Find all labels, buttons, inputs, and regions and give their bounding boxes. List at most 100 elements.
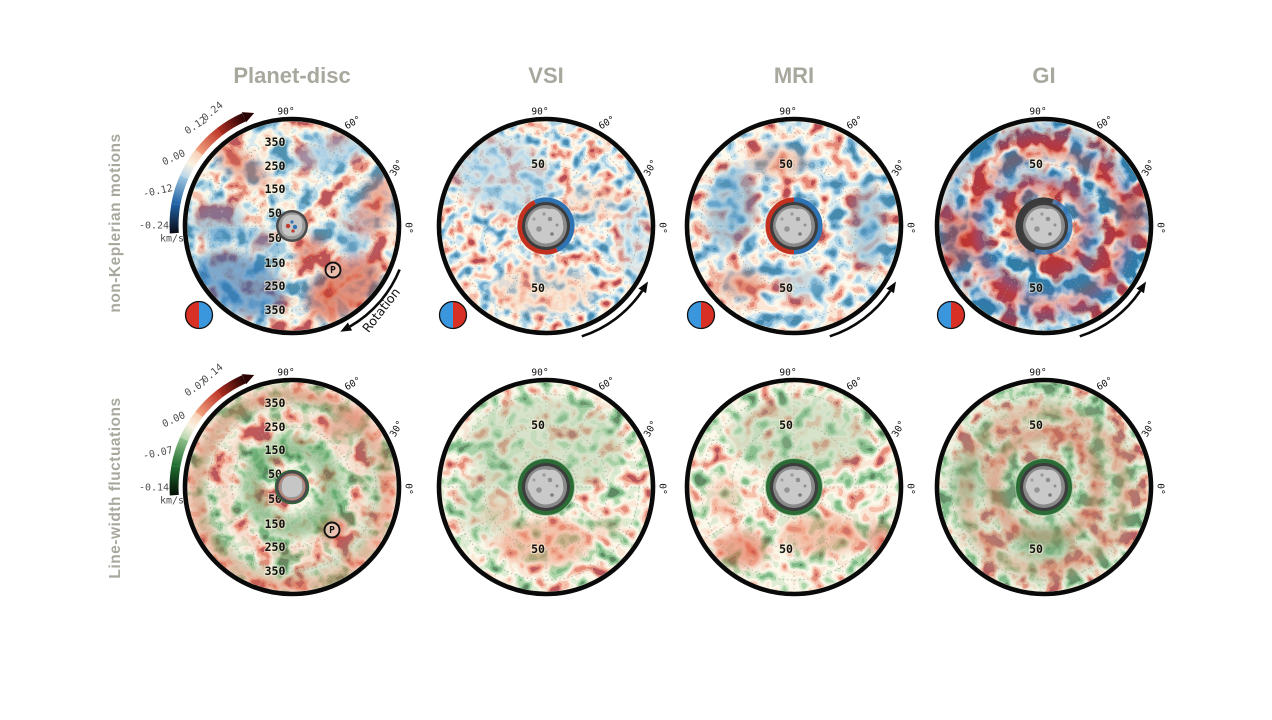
disc-border bbox=[436, 377, 656, 597]
radial-tick: 150 bbox=[265, 256, 286, 270]
large-scale-structure bbox=[456, 397, 624, 566]
angle-tick: 0° bbox=[905, 222, 916, 233]
angle-tick: 60° bbox=[343, 114, 363, 132]
column-title-gi: GI bbox=[1032, 63, 1055, 88]
radial-tick: 50 bbox=[1029, 542, 1043, 556]
angle-tick: 30° bbox=[642, 158, 660, 178]
colorbar-arrow-tip bbox=[241, 112, 255, 123]
radial-tick: 50 bbox=[1029, 157, 1043, 171]
colorbar-unit: km/s bbox=[160, 496, 184, 507]
angle-tick: 90° bbox=[277, 368, 294, 379]
disc-border bbox=[934, 116, 1154, 336]
angle-tick: 30° bbox=[388, 419, 406, 439]
angle-tick: 30° bbox=[1140, 419, 1158, 439]
radial-tick: 50 bbox=[779, 542, 793, 556]
angle-tick: 0° bbox=[905, 483, 916, 494]
colorbar-tick: 0.00 bbox=[161, 148, 187, 168]
panel-linewidth-gi: 50 50 90° 60° 30° 0° bbox=[934, 368, 1166, 597]
colorbar-tick: -0.24 bbox=[139, 221, 169, 232]
angle-tick: 90° bbox=[1029, 107, 1046, 118]
angle-tick: 0° bbox=[657, 483, 668, 494]
radial-tick: 150 bbox=[265, 517, 286, 531]
planet-marker-label: P bbox=[329, 525, 335, 536]
center-velocity-ring bbox=[1015, 197, 1073, 255]
center-mask bbox=[1015, 197, 1073, 255]
disc-border bbox=[436, 116, 656, 336]
radial-tick: 350 bbox=[265, 564, 286, 578]
colorbar-arrow-tip bbox=[241, 374, 255, 385]
angle-tick: 30° bbox=[642, 419, 660, 439]
column-title-planet-disc: Planet-disc bbox=[233, 63, 350, 88]
rotation-direction-icon bbox=[686, 300, 716, 330]
center-mask bbox=[517, 197, 575, 255]
colorbar-tick: 0.12 bbox=[183, 115, 209, 137]
panel-nonkep-gi: 50 50 90° 60° 30° 0° bbox=[934, 107, 1166, 338]
center-mask bbox=[1015, 458, 1073, 516]
column-titles: Planet-disc VSI MRI GI bbox=[233, 63, 1055, 88]
angle-tick: 90° bbox=[779, 107, 796, 118]
radial-tick: 50 bbox=[779, 418, 793, 432]
radial-tick: 350 bbox=[265, 135, 286, 149]
radial-tick: 50 bbox=[1029, 418, 1043, 432]
planet-marker: P bbox=[324, 261, 342, 279]
center-mask bbox=[765, 197, 823, 255]
colorbar-unit: km/s bbox=[160, 234, 184, 245]
angle-tick: 30° bbox=[1140, 158, 1158, 178]
radial-tick: 250 bbox=[265, 420, 286, 434]
angle-tick: 60° bbox=[343, 375, 363, 393]
center-velocity-ring bbox=[517, 197, 575, 255]
radial-tick: 350 bbox=[265, 303, 286, 317]
angle-tick: 0° bbox=[403, 483, 414, 494]
center-mask bbox=[517, 458, 575, 516]
angle-tick: 60° bbox=[597, 114, 617, 132]
row-label-nonkep: non-Keplerian motions bbox=[107, 133, 124, 312]
row-label-linewidth: Line-width fluctuations bbox=[107, 397, 124, 578]
planet-marker: P bbox=[323, 521, 341, 539]
angle-tick: 60° bbox=[845, 375, 865, 393]
angle-tick: 90° bbox=[1029, 368, 1046, 379]
panel-linewidth-vsi: 50 50 90° 60° 30° 0° bbox=[436, 368, 668, 597]
colorbar-tick: 0.07 bbox=[183, 377, 209, 399]
radial-tick: 250 bbox=[265, 540, 286, 554]
angle-tick: 30° bbox=[890, 419, 908, 439]
angle-tick: 90° bbox=[779, 368, 796, 379]
radial-tick: 50 bbox=[531, 542, 545, 556]
column-title-vsi: VSI bbox=[528, 63, 563, 88]
disc-border bbox=[684, 377, 904, 597]
large-scale-structure bbox=[941, 124, 1147, 324]
center-mask bbox=[276, 210, 308, 242]
large-scale-structure bbox=[447, 135, 649, 314]
angle-tick: 0° bbox=[657, 222, 668, 233]
angle-tick: 60° bbox=[845, 114, 865, 132]
radial-tick: 250 bbox=[265, 159, 286, 173]
panel-nonkep-planet-disc: 350 250 150 50 50 150 250 350 P Rotation… bbox=[182, 107, 414, 336]
angle-tick: 60° bbox=[597, 375, 617, 393]
panel-nonkep-mri: 50 50 90° 60° 30° 0° bbox=[684, 107, 916, 338]
rotation-arrow bbox=[340, 269, 401, 332]
angle-tick: 90° bbox=[531, 107, 548, 118]
disc-border bbox=[182, 377, 402, 597]
angle-tick: 0° bbox=[1155, 483, 1166, 494]
colorbar-tick: -0.12 bbox=[142, 183, 174, 200]
colorbar-linewidth: 0.14 0.07 0.00 -0.07 -0.14 km/s bbox=[139, 362, 255, 507]
rotation-direction-icon bbox=[936, 300, 966, 330]
center-mask bbox=[274, 469, 310, 505]
planet-marker-label: P bbox=[330, 265, 336, 276]
center-velocity-ring bbox=[765, 197, 823, 255]
panel-nonkep-vsi: 50 50 90° 60° 30° 0° bbox=[436, 107, 668, 338]
radial-tick: 50 bbox=[531, 281, 545, 295]
large-scale-structure bbox=[708, 397, 894, 567]
colorbar-tick: 0.00 bbox=[161, 410, 187, 430]
panel-linewidth-mri: 50 50 90° 60° 30° 0° bbox=[684, 368, 916, 597]
colorbar-tick: -0.07 bbox=[142, 445, 174, 462]
large-scale-structure bbox=[707, 148, 886, 299]
radial-tick: 350 bbox=[265, 396, 286, 410]
radial-tick: 50 bbox=[1029, 281, 1043, 295]
radial-tick: 50 bbox=[531, 157, 545, 171]
radial-tick: 150 bbox=[265, 182, 286, 196]
disc-border bbox=[684, 116, 904, 336]
disc-border bbox=[934, 377, 1154, 597]
angle-tick: 30° bbox=[890, 158, 908, 178]
center-mask bbox=[765, 458, 823, 516]
